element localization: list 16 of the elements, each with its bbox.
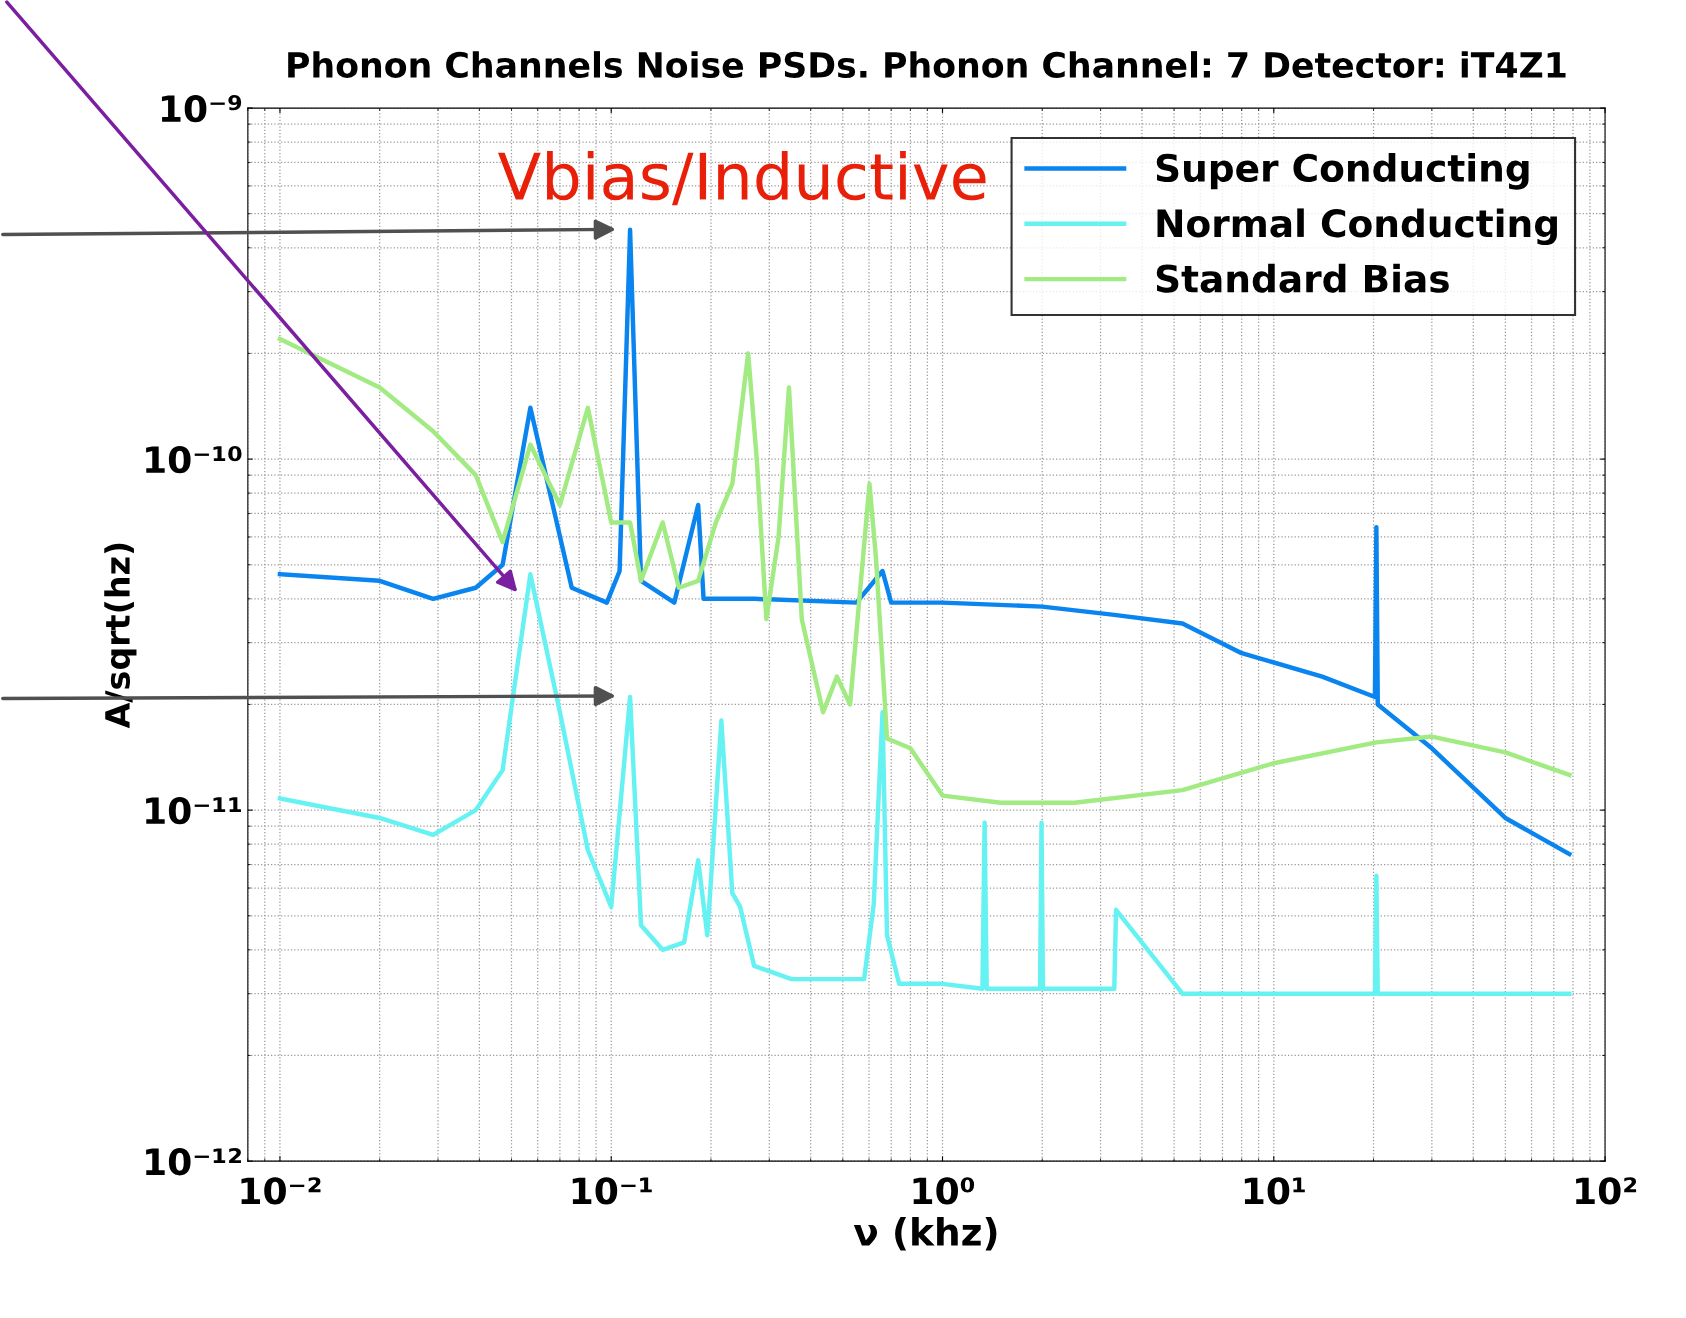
x-tick-label: 10¹: [1244, 1177, 1305, 1205]
y-tick-label: 10⁻¹⁰: [146, 446, 242, 474]
legend-label: Normal Conducting: [1157, 208, 1557, 245]
legend-label: Super Conducting: [1156, 153, 1529, 190]
y-tick-label: 10⁻¹²: [146, 1148, 241, 1176]
x-tick-label: 10²: [1576, 1177, 1637, 1205]
x-tick-label: 10⁻²: [241, 1177, 321, 1205]
x-tick-label: 10⁰: [913, 1177, 975, 1205]
legend-label: Standard Bias: [1156, 263, 1449, 293]
y-tick-label: 10⁻⁹: [161, 94, 242, 123]
x-axis-title: ν (khz): [853, 1217, 997, 1251]
y-axis-title: A/sqrt(hz): [104, 543, 137, 729]
x-tick-label: 10⁻¹: [572, 1177, 652, 1205]
y-tick-label: 10⁻¹¹: [146, 797, 241, 825]
annotation: Vbias/Inductive: [498, 150, 986, 206]
chart-title: Phonon Channels Noise PSDs. Phonon Channel: 7 Detector: iT4Z1: [288, 51, 1566, 79]
